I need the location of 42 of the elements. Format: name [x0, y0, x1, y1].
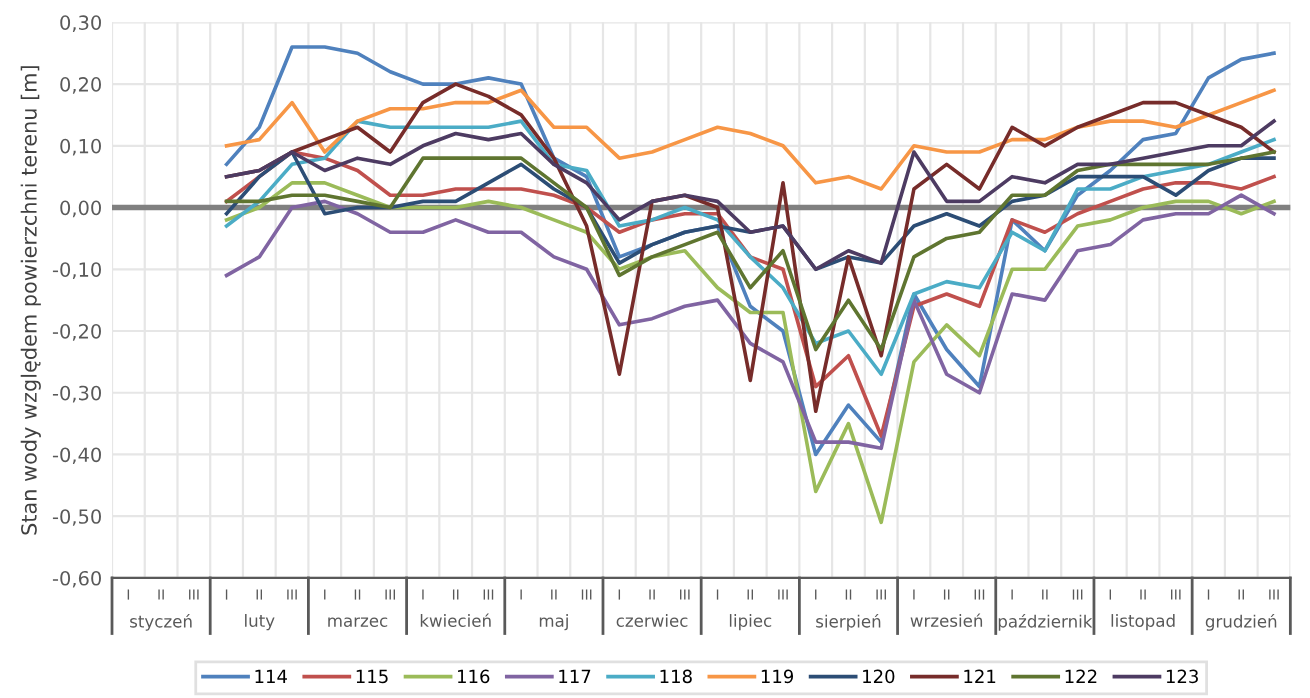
text: sierpień [816, 614, 881, 631]
text: luty [245, 614, 275, 631]
y-tick-label: 0,30 [60, 15, 101, 32]
y-tick-label: -0,40 [52, 447, 101, 465]
line-series [224, 88, 1276, 191]
legend-label: 115 [356, 669, 388, 684]
text: kwiecień [420, 613, 491, 627]
line-series [224, 119, 1276, 272]
legend-label: 120 [863, 669, 895, 684]
text: listopad [1111, 614, 1175, 631]
text: wrzesień [910, 613, 983, 627]
y-tick-label: 0,20 [60, 77, 101, 94]
y-tick-label: -0,30 [52, 385, 101, 403]
y-tick-label: -0,20 [52, 323, 101, 341]
legend-label: 119 [761, 669, 794, 684]
text: październik [998, 614, 1093, 631]
text: maj [539, 614, 568, 631]
y-axis-title: Stan wody względem powierzchni terenu [m] [20, 66, 41, 535]
y-tick-label: 0,00 [60, 200, 101, 218]
line-series [224, 193, 1276, 451]
line-series [224, 119, 1276, 377]
legend-label: 117 [559, 669, 591, 683]
y-tick-label: -0,50 [52, 509, 101, 526]
legend-label: 122 [1065, 669, 1097, 683]
text: styczeń [130, 614, 192, 631]
legend-label: 118 [660, 669, 692, 684]
legend-label: 123 [1166, 669, 1198, 684]
y-tick-label: -0,10 [52, 262, 101, 279]
legend-label: 114 [255, 669, 287, 683]
legend-label: 116 [458, 669, 490, 684]
line-series [224, 150, 1276, 272]
legend-label: 121 [964, 669, 996, 683]
y-tick-label: -0,60 [52, 570, 101, 588]
y-tick-label: 0,10 [60, 138, 101, 156]
line-series [224, 150, 1276, 352]
text: grudzień [1205, 614, 1277, 631]
line-series [224, 45, 1276, 457]
text: lipiec [729, 614, 772, 631]
line-series [224, 181, 1276, 525]
text: czerwiec [616, 614, 688, 627]
line-series [224, 150, 1276, 438]
text: marzec [328, 617, 388, 627]
